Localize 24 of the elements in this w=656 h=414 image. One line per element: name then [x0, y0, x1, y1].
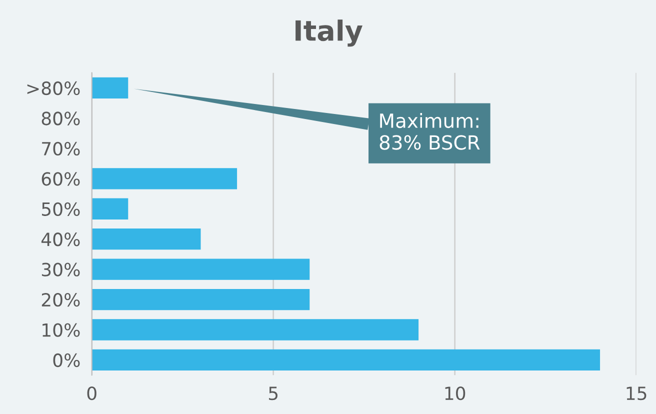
y-tick-label: 0%: [53, 353, 80, 368]
x-tick-label: 10: [445, 386, 466, 400]
annotation: Maximum: 83% BSCR: [380, 113, 480, 150]
y-tick-label: 10%: [42, 323, 80, 337]
y-tick-label: >80%: [27, 81, 80, 96]
bar: [92, 319, 419, 340]
chart-title: Italy: [296, 20, 362, 47]
bar: [92, 77, 128, 99]
bar: [92, 198, 128, 220]
x-tick-label: 15: [626, 386, 646, 400]
y-tick-label: 20%: [42, 292, 80, 307]
bar: [92, 228, 201, 250]
bar: [92, 288, 310, 310]
bar: [92, 349, 600, 371]
y-tick-label: 60%: [42, 172, 80, 186]
y-tick-label: 70%: [42, 142, 80, 156]
y-tick-label: 80%: [42, 112, 80, 126]
y-tick-label: 40%: [41, 232, 80, 246]
x-tick-label: 0: [87, 386, 96, 400]
bar: [92, 168, 238, 190]
y-tick-label: 50%: [42, 202, 80, 216]
y-tick-label: 30%: [42, 262, 80, 276]
x-tick-label: 5: [268, 386, 278, 400]
bar: [92, 258, 310, 280]
